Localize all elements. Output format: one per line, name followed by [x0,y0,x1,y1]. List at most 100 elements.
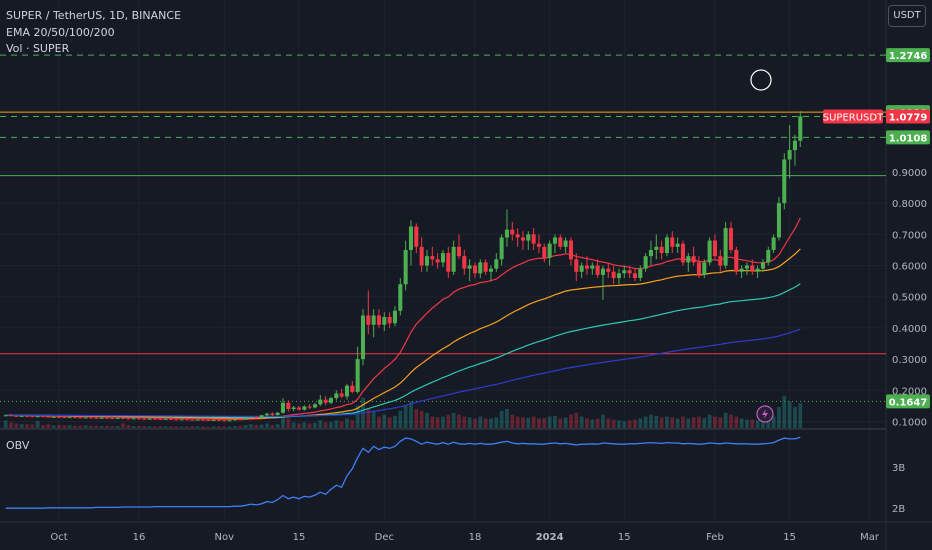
candle-body [478,262,483,274]
volume-bar [771,416,776,428]
candle-body [776,203,781,238]
candle-body [35,416,40,418]
candle-body [531,234,536,244]
candle-body [691,256,696,263]
ema-lines [5,217,801,420]
volume-bar [243,424,248,428]
volume-bar [553,415,557,428]
candle [462,249,467,275]
candle [67,416,72,419]
candle-body [328,398,334,403]
candle-body [232,419,238,421]
volume-bar [467,417,472,428]
candle [766,246,771,266]
candle-body [408,226,414,250]
candle [691,246,696,266]
candle [264,412,270,417]
volume-bar [441,416,445,428]
volume-bar [307,423,312,428]
candle [547,240,552,266]
ema-legend[interactable]: EMA 20/50/100/200 [6,26,115,39]
volume-bar [515,416,520,428]
volume-bar [382,414,387,428]
candle [494,253,499,272]
candle [739,265,744,279]
volume-bar [179,426,184,428]
candle [664,234,669,257]
candle-body [131,418,136,420]
volume-bar [542,418,547,428]
volume-bar [206,426,211,428]
volume-bars [3,395,803,428]
candle [195,419,200,421]
volume-bar [745,419,749,428]
candle-body [307,406,312,408]
candle-body [184,419,190,421]
volume-bar [729,414,733,428]
volume-bar [649,414,653,428]
volume-bar [665,416,669,428]
time-tick-label: Nov [215,532,235,543]
candle-body [419,246,424,266]
candle [456,234,461,260]
volume-bar [249,424,253,428]
candle-body [574,259,579,272]
time-tick-label: Oct [50,532,67,543]
candle [110,417,115,420]
candle [488,265,493,282]
volume-bar [153,426,157,428]
candle-body [40,416,46,418]
candle-body [462,256,467,269]
volume-bar [739,418,744,428]
candle-body [600,268,605,275]
candle-body [526,234,531,241]
candle-body [568,240,573,260]
candle [750,259,755,275]
candle-body [334,393,339,399]
volume-bar [435,417,440,428]
volume-bar [478,416,483,428]
candle-body [638,268,643,279]
volume-bar [30,424,35,428]
volume-bar [254,424,259,428]
candle-body [350,385,355,392]
candle [590,262,595,275]
candle [83,417,88,419]
candle-body [46,416,51,418]
symbol-legend[interactable]: SUPER / TetherUS, 1D, BINANCE [6,9,182,22]
candle [728,221,733,254]
volume-bar [14,423,19,428]
obv-legend[interactable]: OBV [6,439,30,452]
volume-bar [3,420,8,428]
candle [24,415,30,417]
volume-bar [345,418,349,428]
volume-bar [750,419,755,428]
volume-legend[interactable]: Vol · SUPER [6,42,70,55]
candle-body [552,237,557,244]
candle [19,415,24,417]
price-label-box [886,109,930,124]
candle [499,234,504,266]
candle [606,262,611,279]
candle-body [3,415,8,417]
candle [296,405,302,411]
time-tick-label: Dec [375,532,394,543]
candle [558,234,563,250]
candle [344,384,350,400]
candle [259,414,264,419]
time-tick-label: 2024 [536,532,564,543]
candle [584,256,589,275]
currency-button[interactable]: USDT [888,5,926,27]
candle [718,249,723,272]
candle [451,240,456,275]
candle [136,417,142,420]
candle-body [19,415,24,417]
candle [142,418,147,420]
volume-bar [163,426,168,428]
candle-body [104,417,110,419]
candle-body [542,246,547,258]
candle [286,400,291,412]
candle-body [430,256,435,260]
